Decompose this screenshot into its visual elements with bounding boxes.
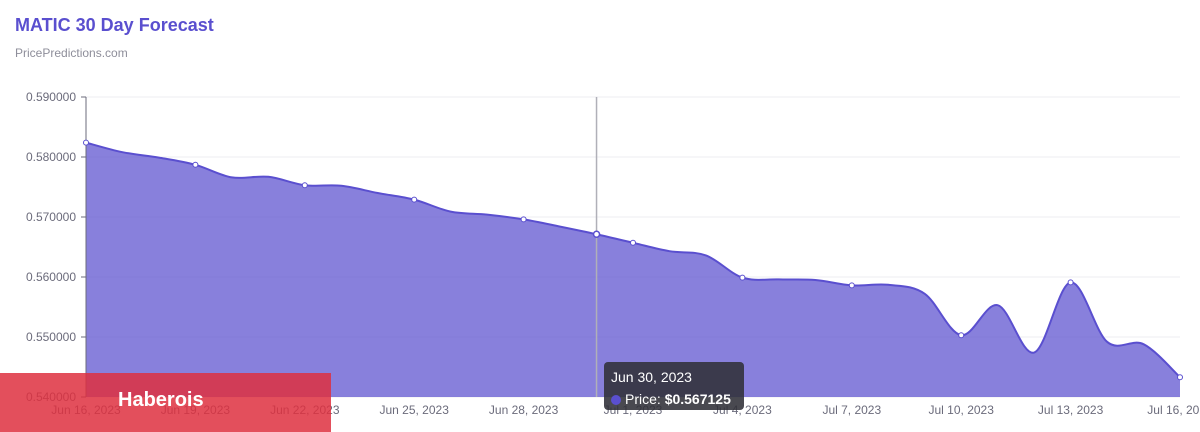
area-series — [85, 141, 1181, 397]
data-point — [958, 332, 965, 339]
data-points — [83, 139, 1183, 381]
y-tick-label: 0.570000 — [26, 210, 76, 224]
data-point — [301, 182, 308, 189]
x-tick-label: Jun 28, 2023 — [489, 403, 559, 417]
y-tick-label: 0.580000 — [26, 150, 76, 164]
data-point — [630, 239, 636, 246]
tooltip-date: Jun 30, 2023 — [611, 369, 692, 385]
page-title: MATIC 30 Day Forecast — [15, 15, 214, 35]
x-tick-label: Jul 10, 2023 — [929, 403, 995, 417]
data-point — [739, 274, 746, 281]
series-dot-icon — [611, 395, 621, 405]
x-tick-label: Jun 25, 2023 — [379, 403, 449, 417]
data-point — [192, 161, 199, 168]
tooltip-label: Price: — [625, 391, 665, 407]
watermark-text: Haberois — [118, 389, 204, 411]
active-point — [592, 230, 601, 238]
watermark-banner: Haberois — [0, 373, 331, 432]
data-point — [1067, 279, 1074, 286]
y-tick-label: 0.560000 — [26, 270, 76, 284]
chart-subtitle: PricePredictions.com — [15, 46, 128, 60]
tooltip-value: $0.567125 — [664, 391, 731, 407]
x-tick-label: Jul 7, 2023 — [822, 403, 881, 417]
data-point — [83, 139, 89, 146]
x-tick-label: Jul 13, 2023 — [1038, 403, 1104, 417]
x-tick-label: Jul 16, 2023 — [1147, 403, 1200, 417]
crosshair — [592, 97, 601, 397]
data-point — [520, 216, 527, 223]
data-point — [411, 196, 418, 203]
y-tick-label: 0.590000 — [26, 90, 76, 104]
y-tick-label: 0.550000 — [26, 330, 76, 344]
price-area — [86, 142, 1180, 397]
price-tooltip: Jun 30, 2023 Price: $0.567125 — [604, 362, 744, 410]
price-line — [85, 141, 1181, 378]
data-point — [1177, 374, 1183, 381]
data-point — [848, 282, 855, 289]
tooltip-row: Price: $0.567125 — [611, 390, 737, 408]
